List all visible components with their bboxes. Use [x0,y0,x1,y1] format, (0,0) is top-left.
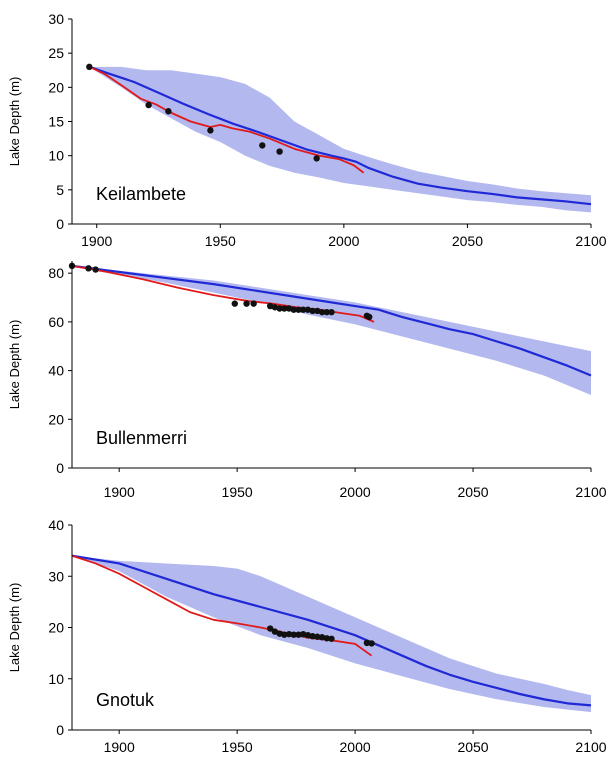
y-tick-label: 0 [56,216,64,232]
lake-name-label: Bullenmerri [96,428,187,448]
observed-series-line [88,66,365,174]
observation-point-9 [309,633,316,640]
observation-point-8 [276,305,283,312]
x-tick-label: 1950 [222,484,253,500]
model-series-line [71,554,592,707]
x-tick-label: 2100 [575,739,606,755]
y-tick-label: 10 [48,148,64,164]
observation-point-3 [231,300,238,307]
observation-point-4 [285,630,293,638]
observation-point-3 [281,631,288,638]
observation-point-17 [318,308,326,316]
x-tick-label: 1900 [104,484,135,500]
observed-series-line [71,264,375,323]
x-tick-label: 2100 [575,233,606,249]
observation-point-2 [92,266,99,273]
y-tick-label: 60 [48,314,64,330]
observation-point-5 [276,148,283,155]
observation-point-15 [368,640,375,647]
uncertainty-band [89,66,592,213]
observation-point-5 [250,300,257,307]
y-axis-title: Lake Depth (m) [7,583,22,673]
observation-point-5 [290,631,297,638]
y-tick-label: 20 [48,411,64,427]
uncertainty-band [72,265,591,395]
observation-point-3 [207,127,214,134]
observation-point-14 [363,639,371,647]
observation-point-0 [266,625,274,632]
y-tick-label: 0 [56,722,64,738]
chart-panel-2: 0 10 20 30 40 1900 1950 2000 2050 2100 Lake Depth … [7,517,607,755]
y-tick-label: 0 [56,460,64,476]
y-tick-label: 20 [48,79,64,95]
y-tick-label: 30 [48,568,64,584]
y-tick-label: 30 [48,11,64,27]
observation-point-4 [243,300,250,307]
observation-point-19 [328,308,335,316]
x-tick-label: 2000 [340,739,371,755]
observation-point-10 [314,633,321,640]
x-tick-label: 1900 [104,739,135,755]
x-tick-label: 2000 [328,233,359,249]
lake-name-label: Keilambete [96,184,186,204]
x-tick-label: 2000 [340,484,371,500]
observation-point-6 [295,631,302,638]
observation-point-18 [323,308,330,316]
x-tick-label: 1950 [205,233,236,249]
y-tick-label: 20 [48,620,64,636]
chart-panel-1: 0 20 40 60 80 1900 1950 2000 2050 2100 Lake Depth … [7,261,607,500]
y-tick-label: 40 [48,363,64,379]
y-axis-title: Lake Depth (m) [7,320,22,410]
lake-name-label: Gnotuk [96,690,155,710]
observation-point-11 [290,306,297,313]
chart-panel-0: 0 5 10 15 20 25 30 1900 1950 2000 2050 2100 Lake Dep… [7,11,607,249]
x-tick-label: 1900 [81,233,112,249]
x-tick-label: 2050 [452,233,483,249]
observation-point-1 [85,265,92,272]
y-tick-label: 25 [48,45,64,61]
x-tick-label: 2050 [457,484,488,500]
observation-point-2 [165,108,172,115]
uncertainty-band [72,555,591,713]
observation-point-21 [366,313,373,321]
observation-point-4 [259,142,266,149]
x-tick-label: 2050 [457,739,488,755]
model-series-line [88,65,592,206]
observation-point-12 [295,306,302,313]
y-axis-title: Lake Depth (m) [7,77,22,167]
observation-point-12 [323,635,330,642]
y-tick-label: 40 [48,517,64,533]
observation-point-1 [145,101,152,109]
observation-point-6 [313,155,320,162]
observation-point-13 [299,306,307,313]
x-tick-label: 2100 [575,484,606,500]
y-tick-label: 5 [56,182,64,198]
observation-point-0 [86,63,93,71]
observation-point-9 [281,305,288,312]
observation-point-13 [328,635,335,642]
model-series-line [71,264,592,377]
observation-point-15 [309,307,316,315]
y-tick-label: 15 [48,114,64,130]
y-tick-label: 10 [48,671,64,687]
y-tick-label: 80 [48,265,64,281]
x-tick-label: 1950 [222,739,253,755]
